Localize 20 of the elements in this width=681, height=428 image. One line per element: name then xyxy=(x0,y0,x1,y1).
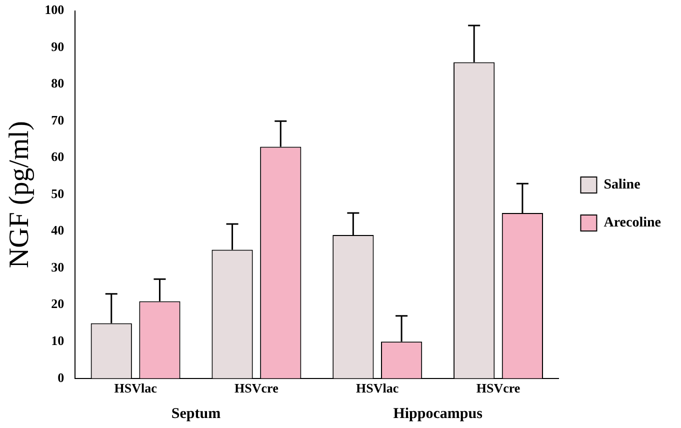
x-tick-label: HSVlac xyxy=(356,380,399,396)
y-tick-label: 0 xyxy=(58,370,64,385)
y-tick-label: 50 xyxy=(51,186,64,201)
y-tick-label: 100 xyxy=(44,2,64,18)
x-tick-label: HSVcre xyxy=(234,380,279,396)
y-axis-title: NGF (pg/ml) xyxy=(4,121,36,268)
x-tick-label: HSVlac xyxy=(114,380,158,396)
y-tick-label: 10 xyxy=(51,333,64,348)
y-tick-label: 30 xyxy=(51,259,64,274)
legend-label: Arecoline xyxy=(604,216,662,231)
text: Septum xyxy=(171,406,222,422)
y-tick-label: 40 xyxy=(51,222,64,238)
y-tick-label: 80 xyxy=(51,76,64,91)
x-tick-label: HSVcre xyxy=(476,380,520,396)
legend-label: Saline xyxy=(604,178,640,193)
text: Hippocampus xyxy=(393,406,483,422)
y-tick-label: 90 xyxy=(51,38,64,54)
y-tick-label: 60 xyxy=(51,149,64,164)
y-tick-label: 20 xyxy=(51,296,64,312)
y-tick-label: 70 xyxy=(51,112,64,128)
